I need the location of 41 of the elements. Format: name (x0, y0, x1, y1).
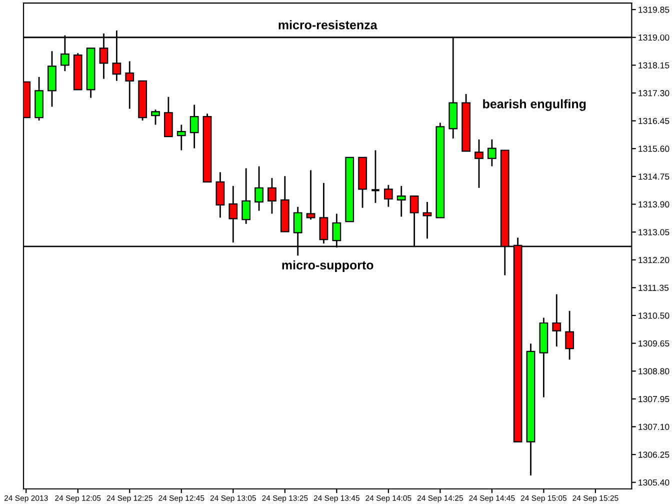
y-tick-label: 1317.30 (638, 90, 670, 96)
candlestick (384, 184, 393, 208)
y-tick-label: 1308.80 (638, 368, 670, 374)
candlestick (254, 166, 264, 212)
y-tick-label: 1310.50 (638, 312, 670, 319)
candlestick (319, 182, 328, 244)
ref-line-label: micro-supporto (282, 260, 374, 272)
candlestick (268, 177, 276, 214)
y-tick-label: 1319.00 (638, 34, 670, 41)
y-tick-label: 1313.90 (638, 201, 670, 208)
y-tick-label: 1316.45 (638, 118, 670, 124)
candlestick (565, 310, 574, 360)
y-tick-label: 1315.60 (638, 146, 670, 152)
candlestick (228, 185, 238, 244)
y-tick-label: 1309.65 (638, 340, 670, 347)
y-tick-label: 1306.25 (638, 452, 670, 458)
candlestick (190, 104, 199, 149)
y-tick-label: 1318.15 (638, 62, 670, 68)
y-tick-label: 1307.10 (638, 424, 670, 430)
candlestick (216, 171, 225, 218)
ref-line-label: micro-resistenza (278, 20, 378, 30)
candlestick (396, 185, 406, 218)
candlestick (164, 96, 173, 138)
annotation: bearish engulfing (483, 99, 586, 111)
candlestick (176, 124, 186, 151)
y-tick-label: 1313.05 (638, 229, 670, 236)
y-tick-label: 1312.20 (638, 256, 670, 264)
candlestick (422, 201, 432, 240)
y-tick-label: 1314.75 (638, 173, 670, 180)
candlestick (242, 168, 251, 225)
candlestick (306, 170, 316, 220)
y-tick-label: 1319.85 (638, 6, 670, 13)
candlestick (474, 138, 484, 189)
y-tick-label: 1305.40 (638, 479, 670, 486)
candlestick (125, 60, 134, 110)
candlestick (487, 138, 496, 167)
candlestick (151, 108, 160, 126)
y-tick-label: 1307.95 (638, 396, 670, 402)
candlestick (370, 150, 380, 204)
y-tick-label: 1311.35 (638, 284, 669, 291)
candlestick (552, 294, 562, 348)
